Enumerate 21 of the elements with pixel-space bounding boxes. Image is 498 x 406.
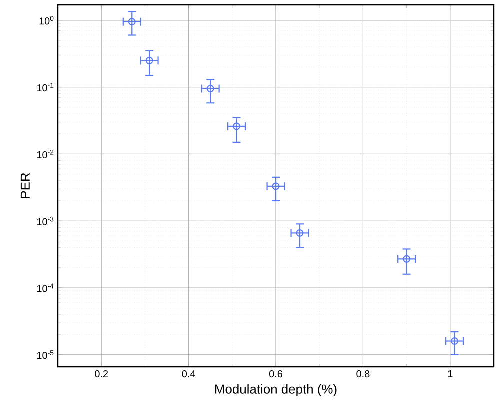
y-tick-label: 10$^{-4}$ <box>37 284 54 292</box>
point <box>451 338 459 346</box>
point <box>206 85 214 93</box>
point <box>403 255 411 263</box>
y-tick-label: 10$^{-2}$ <box>37 150 54 159</box>
y-tick-label: 10$^{-1}$ <box>37 83 54 92</box>
x-tick-label: 0.2 <box>95 370 108 378</box>
point <box>296 229 304 237</box>
point <box>146 56 154 64</box>
point <box>128 18 136 26</box>
point <box>233 122 241 130</box>
x-tick-label: 0.4 <box>182 370 196 378</box>
x-tick-label: 0.8 <box>356 370 370 378</box>
y-tick-label: 10$^{-3}$ <box>37 216 54 226</box>
y-tick-label: 10$^{0}$ <box>40 16 54 25</box>
y-tick-label: 10$^{-5}$ <box>37 350 54 360</box>
x-axis-title: Modulation depth (%) <box>216 384 337 396</box>
y-axis-title: PER <box>20 173 30 198</box>
point <box>272 182 280 190</box>
x-tick-label: 1 <box>448 370 453 378</box>
x-tick-label: 0.6 <box>269 370 282 378</box>
